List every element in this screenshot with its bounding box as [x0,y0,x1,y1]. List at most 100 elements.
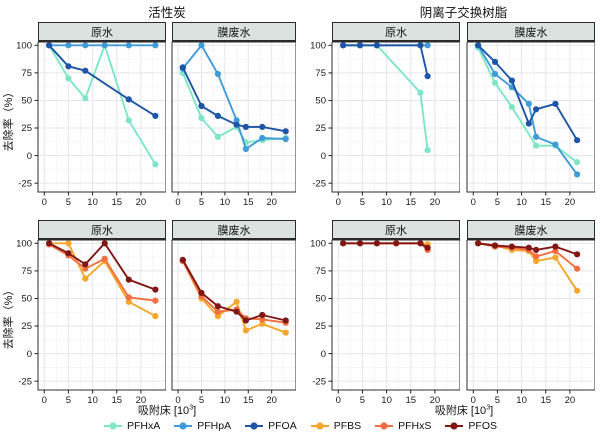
svg-text:75: 75 [315,266,326,277]
svg-text:20: 20 [136,395,147,406]
plot-ac-membrane-top: 0 5 10 15 20 [171,42,296,208]
svg-text:50: 50 [21,294,32,305]
facet-label: 膜废水 [514,26,548,39]
x-axis-title-left: 吸附床 [103] [137,404,197,417]
facet-label: 原水 [385,26,407,39]
svg-text:20: 20 [430,197,441,208]
svg-text:100: 100 [310,240,326,250]
facet-strip: 膜废水 [467,22,595,42]
svg-text:0: 0 [42,395,47,406]
svg-text:0: 0 [471,395,476,406]
svg-text:5: 5 [66,197,71,208]
svg-text:100: 100 [16,42,32,52]
facet-label: 原水 [91,26,113,39]
svg-text:10: 10 [381,395,392,406]
svg-text:-25: -25 [18,376,32,387]
legend-item-PFHxA: PFHxA [103,420,160,432]
svg-text:20: 20 [266,197,277,208]
legend-item-PFHxS: PFHxS [374,420,431,432]
facet-label: 原水 [385,224,407,237]
svg-text:75: 75 [315,68,326,79]
plot-aer-membrane-top: 0 5 10 15 20 [466,42,595,208]
x-axis-title-right: 吸附床 [103] [434,404,494,417]
plot-ac-membrane-bottom: 0 5 10 15 20 [171,240,296,406]
svg-text:20: 20 [565,395,576,406]
facet-label: 膜废水 [217,224,251,237]
svg-text:10: 10 [87,395,98,406]
svg-text:20: 20 [430,395,441,406]
svg-text:25: 25 [315,123,326,134]
legend-item-PFOA: PFOA [244,420,297,432]
legend-label-PFHxS: PFHxS [398,420,432,432]
facet-strip: 原水 [38,220,166,240]
svg-text:10: 10 [516,197,527,208]
legend: PFHxA PFHpA PFOA PFBS PFHxS PFOS [0,420,600,432]
svg-text:20: 20 [136,197,147,208]
panel-aer-raw-bottom: 原水 0 5 10 15 20 100 75 50 25 0 -25 [302,220,460,408]
svg-text:5: 5 [495,197,500,208]
svg-text:20: 20 [266,395,277,406]
svg-text:5: 5 [360,197,365,208]
svg-text:20: 20 [565,197,576,208]
facet-label: 膜废水 [514,224,548,237]
svg-text:-25: -25 [18,178,32,189]
legend-label-PFHpA: PFHpA [197,420,232,432]
svg-text:0: 0 [336,395,341,406]
panel-ac-membrane-bottom: 膜废水 0 5 10 15 20 [142,220,296,408]
facet-label: 膜废水 [217,26,251,39]
svg-text:15: 15 [111,395,122,406]
svg-text:50: 50 [315,294,326,305]
legend-label-PFOS: PFOS [468,420,497,432]
svg-text:100: 100 [310,42,326,52]
svg-text:10: 10 [381,197,392,208]
group-title-anion-exchange-resin: 阴离子交换树脂 [419,6,508,20]
group-title-activated-carbon: 活性炭 [148,6,186,20]
legend-marker-PFHxA [104,422,122,430]
svg-text:25: 25 [315,321,326,332]
svg-text:15: 15 [405,197,416,208]
panel-ac-raw-top: 原水 0 5 10 15 20 100 75 50 25 0 -25 [8,22,166,210]
svg-text:10: 10 [220,395,231,406]
legend-marker-PFHxS [375,422,394,430]
facet-strip: 原水 [332,220,460,240]
legend-marker-PFOA [245,422,264,430]
svg-text:10: 10 [220,197,231,208]
svg-text:-25: -25 [312,178,326,189]
legend-label-PFOA: PFOA [268,420,297,432]
svg-text:25: 25 [21,321,32,332]
panel-ac-membrane-top: 膜废水 0 5 10 15 20 [142,22,296,210]
facet-label: 原水 [91,224,113,237]
legend-label-PFHxA: PFHxA [127,420,161,432]
facet-strip: 膜废水 [172,22,296,42]
svg-text:75: 75 [21,68,32,79]
facet-strip: 膜废水 [172,220,296,240]
svg-text:0: 0 [27,349,32,360]
plot-ac-raw-top: 0 5 10 15 20 100 75 50 25 0 -25 [16,42,166,208]
legend-marker-PFHpA [174,422,193,430]
svg-text:15: 15 [243,395,254,406]
svg-text:50: 50 [21,96,32,107]
legend-item-PFHpA: PFHpA [173,420,231,432]
plot-aer-membrane-bottom: 0 5 10 15 20 [466,240,595,406]
svg-text:0: 0 [321,349,326,360]
svg-text:0: 0 [27,151,32,162]
svg-text:5: 5 [199,197,204,208]
svg-text:0: 0 [321,151,326,162]
facet-strip: 原水 [332,22,460,42]
plot-aer-raw-bottom: 0 5 10 15 20 100 75 50 25 0 -25 [310,240,460,406]
svg-text:5: 5 [199,395,204,406]
plot-ac-raw-bottom: 0 5 10 15 20 100 75 50 25 0 -25 [16,240,166,406]
svg-text:-25: -25 [312,376,326,387]
panel-aer-membrane-bottom: 膜废水 0 5 10 15 20 [437,220,595,408]
svg-text:0: 0 [471,197,476,208]
legend-marker-PFOS [445,422,464,430]
svg-text:0: 0 [175,197,180,208]
svg-text:5: 5 [66,395,71,406]
facet-strip: 膜废水 [467,220,595,240]
svg-text:5: 5 [495,395,500,406]
legend-item-PFBS: PFBS [310,420,361,432]
panel-ac-raw-bottom: 原水 0 5 10 15 20 100 75 50 25 0 -25 [8,220,166,408]
plot-aer-raw-top: 0 5 10 15 20 100 75 50 25 0 -25 [310,42,460,208]
legend-label-PFBS: PFBS [333,420,362,432]
